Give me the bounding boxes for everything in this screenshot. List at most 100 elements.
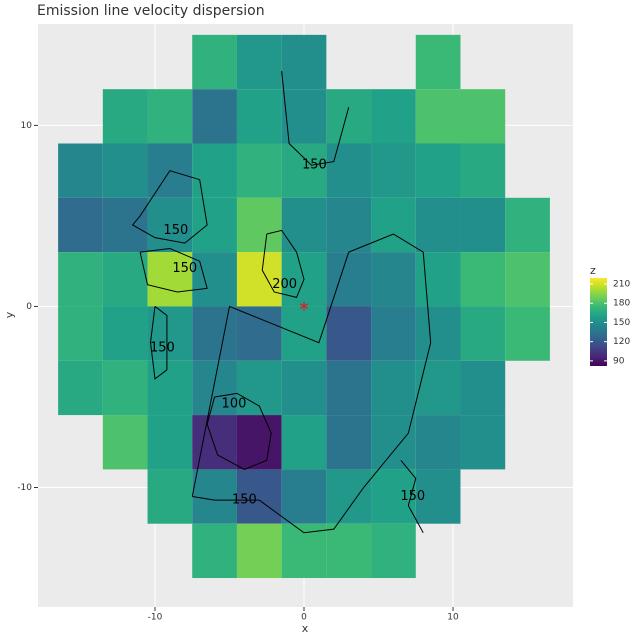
cell (102, 415, 148, 470)
contour-label: 100 (222, 397, 247, 412)
contour-label: 150 (172, 261, 197, 276)
cell (102, 252, 148, 307)
cell (102, 197, 148, 253)
cell (236, 143, 282, 198)
cell (58, 252, 103, 307)
cell (326, 143, 372, 198)
cell (236, 89, 282, 144)
y-tick-label: 10 (21, 121, 33, 131)
cell (505, 252, 550, 307)
cell (415, 252, 461, 307)
cell (505, 306, 550, 361)
cell (281, 306, 327, 361)
contour-label: 150 (302, 158, 327, 173)
cell (147, 252, 193, 307)
cell (236, 252, 282, 307)
cell (58, 360, 103, 416)
cell (371, 469, 416, 524)
cell (102, 89, 148, 144)
cell (192, 360, 237, 416)
cell (326, 89, 372, 144)
x-tick-label: -10 (148, 613, 163, 623)
cell (102, 143, 148, 198)
contour-line (191, 233, 432, 534)
cell (236, 34, 282, 90)
cell (415, 469, 461, 524)
y-axis-label: y (3, 311, 16, 318)
contour-line (400, 460, 424, 534)
cell (236, 197, 282, 253)
contour-label: 150 (163, 223, 188, 238)
cell (326, 415, 372, 470)
colorbar (590, 278, 607, 366)
cell (415, 360, 461, 416)
x-axis-label: x (302, 622, 309, 635)
cell (326, 197, 372, 253)
cell (281, 89, 327, 144)
cell (371, 523, 416, 579)
cell (281, 143, 327, 198)
cell (371, 415, 416, 470)
x-tick-label: 10 (447, 613, 459, 623)
cell (460, 252, 506, 307)
contour-label: 150 (400, 489, 425, 504)
cell (281, 34, 327, 90)
cell (281, 360, 327, 416)
contour-label: 150 (232, 493, 257, 508)
cell (460, 197, 506, 253)
cell (460, 143, 506, 198)
cell (371, 252, 416, 307)
cell (415, 34, 461, 90)
cell (147, 360, 193, 416)
cell (192, 306, 237, 361)
cell (460, 415, 506, 470)
contour-line (139, 247, 208, 293)
contour-line (206, 392, 272, 470)
cell (236, 469, 282, 524)
cell (102, 306, 148, 361)
cell (415, 89, 461, 144)
cell (415, 197, 461, 253)
y-tick-label: 0 (26, 302, 32, 312)
cell (326, 523, 372, 579)
cell (281, 415, 327, 470)
cell (147, 469, 193, 524)
center-marker: ∗ (298, 298, 310, 314)
cell (326, 469, 372, 524)
cell (236, 306, 282, 361)
cell (192, 252, 237, 307)
cell (58, 197, 103, 253)
cell (147, 89, 193, 144)
cell (460, 89, 506, 144)
cell (460, 360, 506, 416)
cell (192, 34, 237, 90)
cell (58, 306, 103, 361)
cell (415, 143, 461, 198)
cell (147, 415, 193, 470)
contour-line (261, 229, 305, 298)
cell (415, 306, 461, 361)
cell (102, 360, 148, 416)
cell (371, 306, 416, 361)
cell (326, 306, 372, 361)
y-tick-label: -10 (17, 483, 32, 493)
contour-line (281, 71, 350, 166)
cell (505, 197, 550, 253)
cell (371, 143, 416, 198)
legend-title: z (590, 264, 596, 277)
cell (281, 469, 327, 524)
cell (58, 143, 103, 198)
cell (236, 523, 282, 579)
chart-title: Emission line velocity dispersion (37, 3, 265, 19)
x-tick-label: 0 (301, 613, 307, 623)
colorbar-label: 120 (613, 337, 630, 347)
cell (415, 415, 461, 470)
cell (192, 197, 237, 253)
colorbar-label: 180 (613, 299, 630, 309)
cell (326, 360, 372, 416)
cell (236, 415, 282, 470)
contour-label: 150 (150, 341, 175, 356)
colorbar-label: 150 (613, 318, 630, 328)
contour-line (150, 306, 168, 380)
